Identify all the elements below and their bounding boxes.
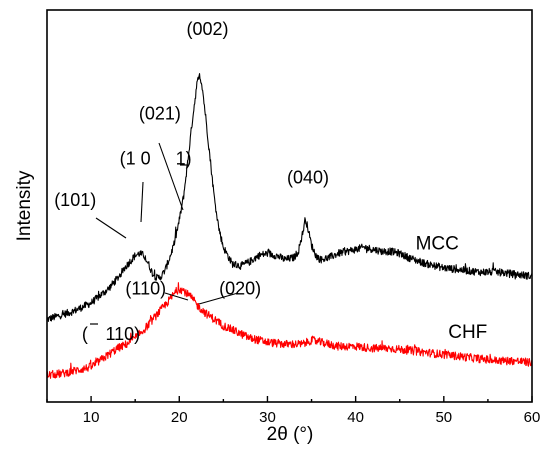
y-axis-title: Intensity bbox=[14, 170, 35, 241]
x-tick-label: 30 bbox=[259, 409, 276, 426]
arrow-020 bbox=[198, 292, 239, 305]
series-layer bbox=[46, 73, 533, 379]
arrow-101 bbox=[95, 217, 127, 239]
peak-label: (002) bbox=[186, 19, 228, 39]
x-tick-label: 10 bbox=[83, 409, 100, 426]
peak-label: (1 0 bbox=[120, 149, 151, 169]
peak-label: 110) bbox=[105, 324, 140, 344]
x-tick-label: 40 bbox=[347, 409, 364, 426]
series-line-mcc bbox=[46, 73, 533, 323]
peak-label: ( bbox=[82, 324, 88, 344]
peak-label: (040) bbox=[287, 167, 329, 187]
peak-label: (021) bbox=[139, 103, 181, 123]
ticks-layer: 10 20 30 40 50 60 bbox=[46, 396, 541, 426]
series-label-chf: CHF bbox=[448, 322, 487, 343]
x-axis-title: 2θ (°) bbox=[267, 424, 314, 445]
series-line-chf bbox=[46, 282, 533, 379]
plot-frame bbox=[46, 9, 533, 403]
x-tick-label: 20 bbox=[171, 409, 188, 426]
x-tick-label: 50 bbox=[435, 409, 452, 426]
arrow-021 bbox=[158, 142, 184, 211]
x-tick-label: 60 bbox=[524, 409, 541, 426]
peak-label: (020) bbox=[219, 279, 261, 299]
peak-label: 1) bbox=[176, 149, 192, 169]
arrow-10-1 bbox=[140, 181, 144, 223]
annotations-layer bbox=[90, 142, 239, 325]
axes-layer bbox=[46, 9, 533, 403]
peak-label: (110) bbox=[125, 279, 166, 299]
labels-layer: (002) (021) (040) (101) (1 0 1) (110) (020) (110… bbox=[54, 19, 487, 344]
series-label-mcc: MCC bbox=[416, 233, 459, 254]
arrow-110 bbox=[164, 292, 189, 301]
peak-label: (101) bbox=[54, 190, 96, 210]
